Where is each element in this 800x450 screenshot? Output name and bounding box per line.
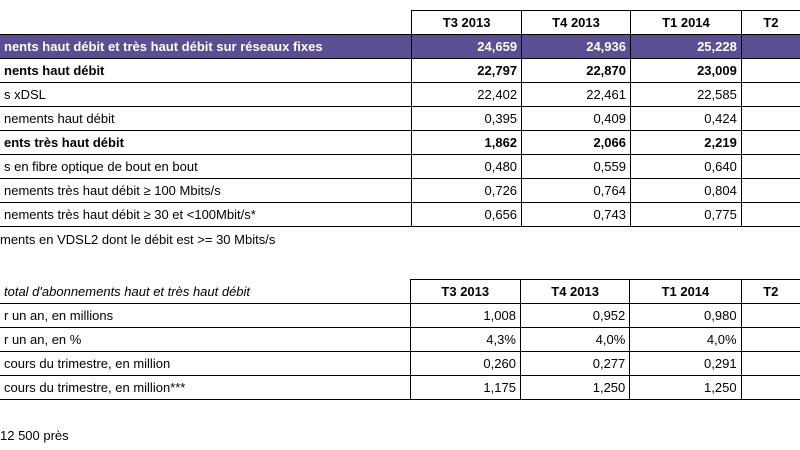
row-label: nements très haut débit ≥ 100 Mbits/s	[0, 178, 413, 203]
value-cell: 0,804	[629, 178, 742, 203]
row-label: nents haut débit et très haut débit sur …	[0, 34, 413, 59]
value-cell	[740, 351, 800, 376]
evolution-table: total d'abonnements haut et très haut dé…	[0, 279, 800, 400]
row-label: nents haut débit	[0, 58, 413, 83]
value-cell: 4,0%	[519, 327, 631, 352]
value-cell: 0,726	[411, 178, 523, 203]
footnote-precision: 12 500 près	[0, 428, 69, 443]
table-header-row: total d'abonnements haut et très haut dé…	[0, 279, 800, 304]
column-header: T1 2014	[629, 279, 742, 304]
row-label: s xDSL	[0, 82, 413, 107]
column-header: T1 2014	[629, 10, 742, 35]
value-cell	[740, 327, 800, 352]
value-cell: 23,009	[629, 58, 742, 83]
value-cell	[740, 202, 800, 227]
table-header-row: T3 2013 T4 2013 T1 2014 T2	[0, 10, 800, 35]
value-cell: 0,775	[629, 202, 742, 227]
value-cell: 22,870	[521, 58, 631, 83]
value-cell: 25,228	[629, 34, 742, 59]
value-cell: 4,3%	[409, 327, 521, 352]
value-cell	[740, 82, 800, 107]
table-row: s xDSL 22,402 22,461 22,585	[0, 82, 800, 107]
table-row: nements très haut débit ≥ 100 Mbits/s 0,7…	[0, 178, 800, 203]
value-cell	[740, 58, 800, 83]
value-cell	[740, 375, 800, 400]
value-cell	[740, 106, 800, 131]
value-cell: 1,175	[409, 375, 521, 400]
value-cell: 22,585	[629, 82, 742, 107]
value-cell	[740, 303, 800, 328]
value-cell: 2,066	[521, 130, 631, 155]
table-row: s en fibre optique de bout en bout 0,480 0…	[0, 154, 800, 179]
table-row: nements haut débit 0,395 0,409 0,424	[0, 106, 800, 131]
value-cell: 0,395	[411, 106, 523, 131]
row-label: nements très haut débit ≥ 30 et <100Mbit…	[0, 202, 413, 227]
table-row: cours du trimestre, en million*** 1,175 1,…	[0, 375, 800, 400]
value-cell: 0,640	[629, 154, 742, 179]
row-label: ents très haut débit	[0, 130, 413, 155]
value-cell: 0,409	[521, 106, 631, 131]
column-header: T4 2013	[521, 10, 631, 35]
value-cell: 22,461	[521, 82, 631, 107]
column-header: T2	[740, 10, 800, 35]
value-cell: 22,797	[411, 58, 523, 83]
column-header: T4 2013	[519, 279, 631, 304]
table-title: total d'abonnements haut et très haut dé…	[0, 279, 411, 304]
column-header: T2	[740, 279, 800, 304]
value-cell: 0,277	[519, 351, 631, 376]
footnote-vdsl2: ments en VDSL2 dont le débit est >= 30 M…	[0, 232, 276, 247]
table-row: r un an, en millions 1,008 0,952 0,980	[0, 303, 800, 328]
value-cell: 0,480	[411, 154, 523, 179]
column-header: T3 2013	[411, 10, 523, 35]
row-label: cours du trimestre, en million	[0, 351, 411, 376]
header-corner	[0, 10, 413, 35]
table-row: nents haut débit 22,797 22,870 23,009	[0, 58, 800, 83]
table-row: ents très haut débit 1,862 2,066 2,219	[0, 130, 800, 155]
table-row: nents haut débit et très haut débit sur …	[0, 34, 800, 59]
value-cell: 1,250	[629, 375, 742, 400]
value-cell: 0,952	[519, 303, 631, 328]
value-cell: 0,656	[411, 202, 523, 227]
value-cell	[740, 154, 800, 179]
table-row: r un an, en % 4,3% 4,0% 4,0%	[0, 327, 800, 352]
column-header: T3 2013	[409, 279, 521, 304]
row-label: cours du trimestre, en million***	[0, 375, 411, 400]
value-cell: 1,008	[409, 303, 521, 328]
row-label: s en fibre optique de bout en bout	[0, 154, 413, 179]
value-cell: 24,659	[411, 34, 523, 59]
value-cell: 24,936	[521, 34, 631, 59]
value-cell: 0,559	[521, 154, 631, 179]
value-cell: 0,291	[629, 351, 742, 376]
table-row: cours du trimestre, en million 0,260 0,277…	[0, 351, 800, 376]
table-row: nements très haut débit ≥ 30 et <100Mbit…	[0, 202, 800, 227]
value-cell: 1,862	[411, 130, 523, 155]
value-cell	[740, 178, 800, 203]
value-cell	[740, 34, 800, 59]
value-cell: 0,260	[409, 351, 521, 376]
row-label: r un an, en millions	[0, 303, 411, 328]
value-cell: 0,424	[629, 106, 742, 131]
value-cell: 4,0%	[629, 327, 742, 352]
value-cell	[740, 130, 800, 155]
value-cell: 0,980	[629, 303, 742, 328]
subscriptions-table: T3 2013 T4 2013 T1 2014 T2 nents haut dé…	[0, 10, 800, 227]
value-cell: 0,764	[521, 178, 631, 203]
row-label: nements haut débit	[0, 106, 413, 131]
value-cell: 2,219	[629, 130, 742, 155]
row-label: r un an, en %	[0, 327, 411, 352]
value-cell: 22,402	[411, 82, 523, 107]
value-cell: 1,250	[519, 375, 631, 400]
value-cell: 0,743	[521, 202, 631, 227]
